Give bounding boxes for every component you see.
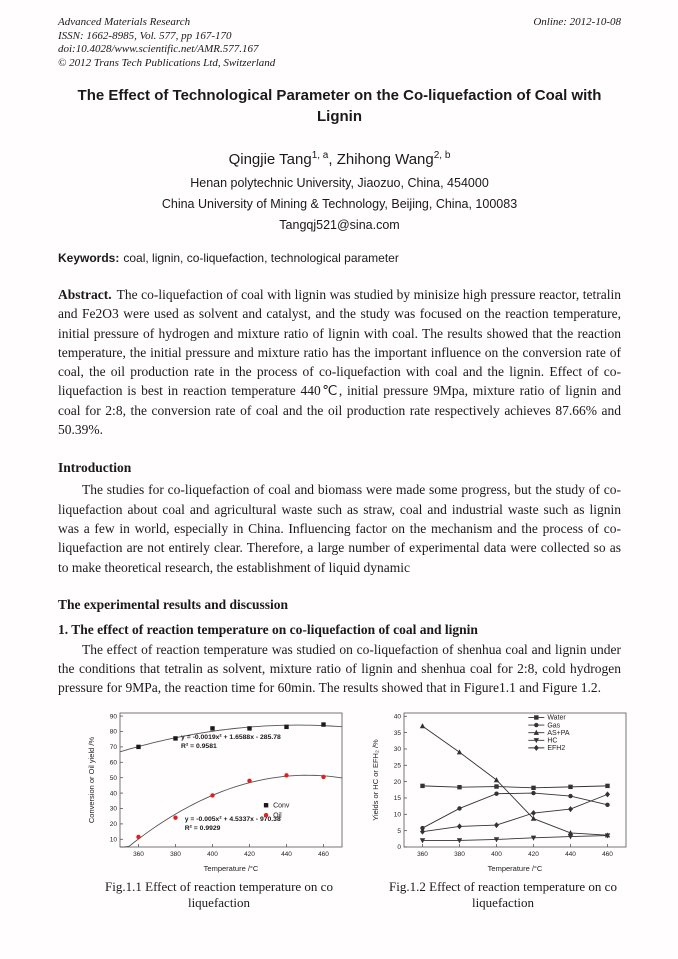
svg-text:40: 40 <box>394 713 402 720</box>
caption-line: liquefaction <box>187 894 251 910</box>
svg-text:380: 380 <box>454 851 465 858</box>
caption-line: Fig.1.1 Effect of reaction temperature o… <box>105 878 333 894</box>
svg-text:420: 420 <box>244 851 255 858</box>
issn-line: ISSN: 1662-8985, Vol. 577, pp 167-170 <box>58 29 232 42</box>
affiliation-1: Henan polytechnic University, Jiaozuo, C… <box>190 176 489 190</box>
introduction-heading: Introduction <box>58 460 132 476</box>
svg-text:30: 30 <box>394 746 402 753</box>
svg-text:420: 420 <box>528 851 539 858</box>
figure-1-1-caption: Fig.1.1 Effect of reaction temperature o… <box>105 879 333 911</box>
svg-text:460: 460 <box>318 851 329 858</box>
authors-line: Qingjie Tang1, a, Zhihong Wang2, b <box>58 150 621 169</box>
svg-text:Temperature /°C: Temperature /°C <box>204 864 259 873</box>
svg-text:5: 5 <box>397 828 401 835</box>
journal-info: Advanced Materials Research ISSN: 1662-8… <box>58 16 275 70</box>
svg-text:Water: Water <box>547 714 566 721</box>
svg-text:y = -0.0019x² + 1.6588x - 285.: y = -0.0019x² + 1.6588x - 285.78 <box>181 734 281 741</box>
svg-text:20: 20 <box>394 779 402 786</box>
svg-text:90: 90 <box>110 713 118 720</box>
doi-line: doi:10.4028/www.scientific.net/AMR.577.1… <box>58 43 259 55</box>
svg-text:Temperature /°C: Temperature /°C <box>488 864 543 873</box>
svg-text:Gas: Gas <box>547 722 560 729</box>
figure-1-2-caption: Fig.1.2 Effect of reaction temperature o… <box>389 879 617 911</box>
svg-text:0: 0 <box>397 844 401 851</box>
affiliations: Henan polytechnic University, Jiaozuo, C… <box>58 173 621 236</box>
caption-line: liquefaction <box>471 894 535 910</box>
svg-text:400: 400 <box>207 851 218 858</box>
svg-text:60: 60 <box>110 759 118 766</box>
affiliation-2: China University of Mining & Technology,… <box>161 197 518 211</box>
figure-1-1-chart: 360 380 400 420 440 460 10 20 30 40 50 60 70 80 90 Temp… <box>87 712 343 873</box>
figures-row: 360 380 400 420 440 460 10 20 30 40 50 60 70 80 90 Temp… <box>58 707 627 911</box>
svg-text:AS+PA: AS+PA <box>547 730 570 737</box>
svg-text:EFH2: EFH2 <box>547 745 565 752</box>
caption-line: Fig.1.2 Effect of reaction temperature o… <box>389 878 617 894</box>
author-separator: , <box>328 151 337 168</box>
figure-1-1: 360 380 400 420 440 460 10 20 30 40 50 60 70 80 90 Temp… <box>86 707 352 911</box>
journal-name: Advanced Materials Research <box>58 16 191 28</box>
svg-text:380: 380 <box>170 851 181 858</box>
svg-text:460: 460 <box>602 851 613 858</box>
svg-text:440: 440 <box>281 851 292 858</box>
svg-text:Conversion or Oil yield /%: Conversion or Oil yield /% <box>87 736 96 823</box>
abstract: Abstract. The co-liquefaction of coal wit… <box>58 285 621 439</box>
svg-text:70: 70 <box>110 744 118 751</box>
svg-text:25: 25 <box>394 762 402 769</box>
svg-text:50: 50 <box>110 775 118 782</box>
introduction-body: The studies for co-liquefaction of coal … <box>58 482 621 575</box>
author-2-affmark: 2, b <box>433 150 451 161</box>
svg-text:Yields or HC or EFH₂ /%: Yields or HC or EFH₂ /% <box>371 739 380 821</box>
contact-email: Tangqj521@sina.com <box>279 218 400 232</box>
svg-text:440: 440 <box>565 851 576 858</box>
svg-text:10: 10 <box>394 811 402 818</box>
svg-text:R² = 0.9581: R² = 0.9581 <box>181 743 217 750</box>
svg-text:80: 80 <box>110 728 118 735</box>
subsection-1-body: The effect of reaction temperature was s… <box>58 641 621 696</box>
svg-text:360: 360 <box>417 851 428 858</box>
svg-text:Oil: Oil <box>273 812 282 819</box>
figure-1-2-chart: 360 380 400 420 440 460 0 5 10 15 20 25 30 35 40 Temper… <box>371 712 627 873</box>
svg-text:400: 400 <box>491 851 502 858</box>
paper-title: The Effect of Technological Parameter on… <box>77 87 602 125</box>
svg-text:30: 30 <box>110 805 118 812</box>
author-2-name: Zhihong Wang <box>336 151 434 168</box>
svg-text:360: 360 <box>133 851 144 858</box>
keywords-text: coal, lignin, co-liquefaction, technolog… <box>123 251 399 265</box>
page-header: Advanced Materials Research ISSN: 1662-8… <box>58 16 621 70</box>
subsection-1-heading: 1. The effect of reaction temperature on… <box>58 621 478 637</box>
author-1-affmark: 1, a <box>311 150 329 161</box>
svg-text:35: 35 <box>394 730 402 737</box>
svg-text:Conv: Conv <box>273 802 290 809</box>
keywords-line: Keywords: coal, lignin, co-liquefaction, … <box>58 251 621 265</box>
results-heading: The experimental results and discussion <box>58 596 289 612</box>
figure-1-2: 360 380 400 420 440 460 0 5 10 15 20 25 30 35 40 Temper… <box>370 707 636 911</box>
svg-text:HC: HC <box>547 737 557 744</box>
svg-text:10: 10 <box>110 836 118 843</box>
abstract-label: Abstract. <box>58 287 112 302</box>
copyright-line: © 2012 Trans Tech Publications Ltd, Swit… <box>58 56 276 69</box>
author-1-name: Qingjie Tang <box>228 151 312 168</box>
online-date: Online: 2012-10-08 <box>533 16 621 28</box>
svg-text:R² = 0.9929: R² = 0.9929 <box>185 825 221 832</box>
svg-text:40: 40 <box>110 790 118 797</box>
svg-text:15: 15 <box>394 795 402 802</box>
abstract-text: The co-liquefaction of coal with lignin … <box>58 287 621 438</box>
keywords-label: Keywords: <box>58 251 120 265</box>
svg-text:20: 20 <box>110 821 118 828</box>
svg-text:y = -0.005x² + 4.5337x - 970.3: y = -0.005x² + 4.5337x - 970.38 <box>185 816 281 823</box>
